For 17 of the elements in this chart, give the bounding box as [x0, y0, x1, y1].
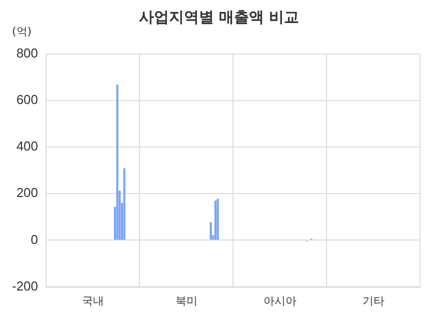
y-tick-label: 600	[16, 92, 38, 107]
bar	[216, 198, 219, 240]
x-tick-label: 국내	[82, 295, 104, 308]
y-tick-label: -200	[12, 278, 38, 294]
bar	[210, 222, 212, 240]
y-tick-label: 200	[16, 185, 38, 200]
chart-title: 사업지역별 매출액 비교	[138, 8, 300, 26]
y-tick-label: 400	[16, 138, 38, 154]
x-tick-label: 기타	[362, 295, 384, 308]
bar	[116, 84, 118, 240]
x-tick-label: 북미	[175, 295, 198, 308]
bar	[123, 168, 126, 240]
bar	[214, 200, 217, 240]
y-tick-label: 0	[30, 232, 38, 247]
x-tick-label: 아시아	[263, 295, 296, 308]
y-axis-title: (억)	[12, 24, 32, 39]
y-tick-label: 800	[16, 45, 38, 60]
